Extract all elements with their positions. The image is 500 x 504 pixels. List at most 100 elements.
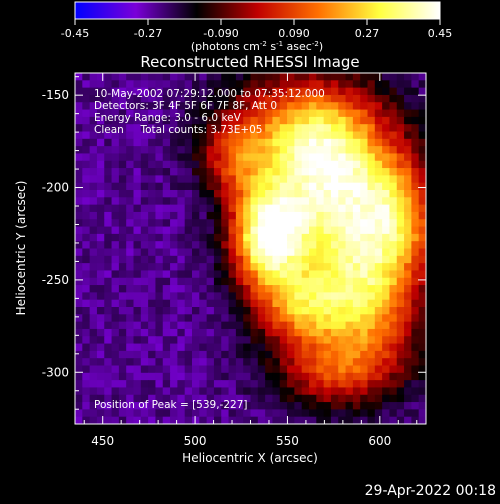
heatmap-cell [221,160,230,169]
heatmap-cell [345,394,354,403]
heatmap-cell [155,409,164,418]
heatmap-cell [148,124,157,133]
heatmap-cell [206,277,215,286]
heatmap-cell [367,138,376,147]
heatmap-cell [257,285,266,293]
heatmap-cell [206,402,215,410]
heatmap-cell [301,394,310,403]
heatmap-cell [243,270,252,279]
heatmap-cell [301,109,310,118]
heatmap-cell [323,365,332,374]
heatmap-cell [345,168,354,176]
heatmap-cell [213,321,222,330]
heatmap-cell [330,160,339,169]
heatmap-cell [221,80,230,89]
heatmap-cell [309,204,317,213]
heatmap-cell [133,365,142,374]
heatmap-cell [206,365,215,374]
heatmap-cell [374,255,383,264]
heatmap-cell [265,328,274,337]
heatmap-cell [184,116,193,125]
heatmap-cell [345,124,354,133]
heatmap-cell [148,204,157,213]
heatmap-cell [396,255,405,264]
heatmap-cell [126,394,135,403]
heatmap-cell [235,168,244,176]
heatmap-cell [330,416,339,424]
heatmap-cell [396,197,405,206]
heatmap-cell [345,197,354,206]
heatmap-cell [184,358,193,367]
heatmap-cell [82,73,91,81]
heatmap-cell [221,409,230,418]
heatmap-cell [104,102,113,111]
heatmap-cell [367,204,376,213]
heatmap-cell [250,380,259,389]
heatmap-cell [411,197,420,206]
heatmap-cell [228,255,237,264]
heatmap-cell [287,102,295,111]
heatmap-cell [287,307,295,315]
heatmap-cell [411,87,420,96]
heatmap-cell [213,314,222,323]
heatmap-cell [345,292,354,301]
heatmap-cell [148,102,157,111]
heatmap-cell [170,372,178,381]
heatmap-cell [287,233,295,242]
heatmap-cell [155,146,164,155]
heatmap-cell [221,263,230,272]
heatmap-cell [118,226,127,235]
heatmap-cell [243,197,252,206]
heatmap-cell [272,87,281,96]
heatmap-cell [170,190,178,198]
heatmap-cell [155,416,164,424]
heatmap-cell [221,116,230,125]
heatmap-cell [287,409,295,418]
heatmap-cell [257,175,266,184]
heatmap-cell [111,80,120,89]
heatmap-cell [418,226,426,235]
heatmap-cell [118,94,127,103]
heatmap-cell [75,248,83,257]
heatmap-cell [360,175,369,184]
heatmap-cell [213,292,222,301]
heatmap-cell [374,116,383,125]
heatmap-cell [184,409,193,418]
heatmap-cell [133,109,142,118]
heatmap-cell [96,402,105,410]
heatmap-cell [323,190,332,198]
heatmap-cell [96,211,105,220]
heatmap-cell [360,321,369,330]
heatmap-cell [338,204,347,213]
heatmap-cell [235,328,244,337]
heatmap-cell [352,394,361,403]
heatmap-cell [309,175,317,184]
heatmap-cell [104,182,113,191]
heatmap-cell [148,358,157,367]
heatmap-cell [250,299,259,308]
heatmap-cell [184,350,193,359]
heatmap-cell [338,336,347,345]
heatmap-cell [382,87,391,96]
heatmap-cell [243,372,252,381]
heatmap-cell [338,263,347,272]
heatmap-cell [89,138,98,147]
heatmap-cell [243,211,252,220]
heatmap-cell [155,292,164,301]
heatmap-cell [382,314,391,323]
heatmap-cell [411,343,420,352]
heatmap-cell [396,80,405,89]
heatmap-cell [382,277,391,286]
heatmap-cell [118,182,127,191]
heatmap-cell [243,285,252,293]
heatmap-cell [257,131,266,140]
heatmap-cell [177,175,186,184]
heatmap-cell [330,409,339,418]
heatmap-cell [404,248,412,257]
heatmap-cell [418,219,426,228]
heatmap-cell [360,109,369,118]
heatmap-cell [250,277,259,286]
heatmap-cell [213,248,222,257]
heatmap-cell [104,197,113,206]
heatmap-cell [294,350,303,359]
